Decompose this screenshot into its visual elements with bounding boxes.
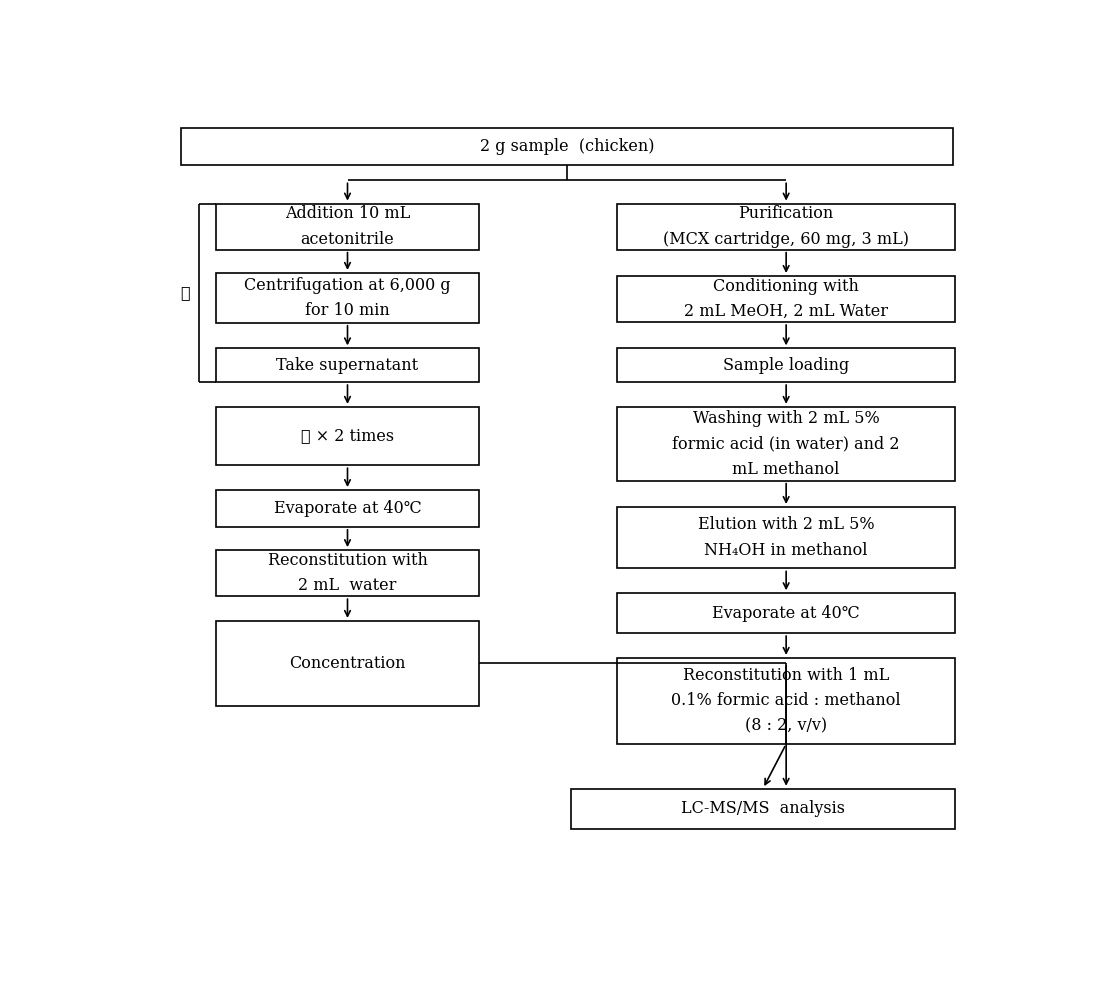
FancyBboxPatch shape	[216, 550, 479, 596]
Text: Take supernatant: Take supernatant	[276, 356, 418, 373]
Text: Evaporate at 40℃: Evaporate at 40℃	[712, 605, 860, 622]
Text: ① × 2 times: ① × 2 times	[301, 428, 394, 445]
FancyBboxPatch shape	[617, 276, 956, 322]
FancyBboxPatch shape	[216, 407, 479, 465]
Text: Concentration: Concentration	[290, 654, 406, 671]
FancyBboxPatch shape	[216, 490, 479, 527]
Text: ①: ①	[180, 284, 189, 301]
Text: Purification
(MCX cartridge, 60 mg, 3 mL): Purification (MCX cartridge, 60 mg, 3 mL…	[664, 205, 909, 248]
Text: Addition 10 mL
acetonitrile: Addition 10 mL acetonitrile	[285, 205, 410, 248]
FancyBboxPatch shape	[617, 204, 956, 249]
FancyBboxPatch shape	[216, 204, 479, 249]
FancyBboxPatch shape	[571, 789, 956, 829]
Text: Reconstitution with 1 mL
0.1% formic acid : methanol
(8 : 2, v/v): Reconstitution with 1 mL 0.1% formic aci…	[671, 667, 901, 735]
FancyBboxPatch shape	[617, 657, 956, 744]
FancyBboxPatch shape	[617, 407, 956, 481]
Text: Centrifugation at 6,000 g
for 10 min: Centrifugation at 6,000 g for 10 min	[244, 276, 451, 319]
FancyBboxPatch shape	[216, 621, 479, 706]
Text: Reconstitution with
2 mL  water: Reconstitution with 2 mL water	[268, 551, 427, 594]
FancyBboxPatch shape	[617, 507, 956, 568]
Text: Elution with 2 mL 5%
NH₄OH in methanol: Elution with 2 mL 5% NH₄OH in methanol	[698, 517, 875, 559]
FancyBboxPatch shape	[617, 348, 956, 382]
Text: Evaporate at 40℃: Evaporate at 40℃	[273, 500, 421, 517]
Text: Sample loading: Sample loading	[723, 356, 849, 373]
FancyBboxPatch shape	[216, 273, 479, 323]
FancyBboxPatch shape	[617, 593, 956, 634]
Text: 2 g sample  (chicken): 2 g sample (chicken)	[480, 138, 654, 155]
Text: LC-MS/MS  analysis: LC-MS/MS analysis	[681, 800, 845, 817]
FancyBboxPatch shape	[216, 348, 479, 382]
FancyBboxPatch shape	[181, 128, 952, 165]
Text: Washing with 2 mL 5%
formic acid (in water) and 2
mL methanol: Washing with 2 mL 5% formic acid (in wat…	[672, 410, 900, 478]
Text: Conditioning with
2 mL MeOH, 2 mL Water: Conditioning with 2 mL MeOH, 2 mL Water	[685, 278, 888, 320]
